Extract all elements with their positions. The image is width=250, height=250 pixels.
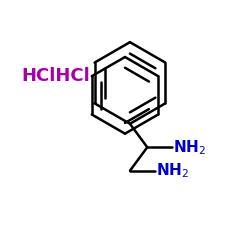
Text: NH$_2$: NH$_2$ xyxy=(173,138,206,156)
Text: HClHCl: HClHCl xyxy=(22,66,90,84)
Text: NH$_2$: NH$_2$ xyxy=(156,162,189,180)
